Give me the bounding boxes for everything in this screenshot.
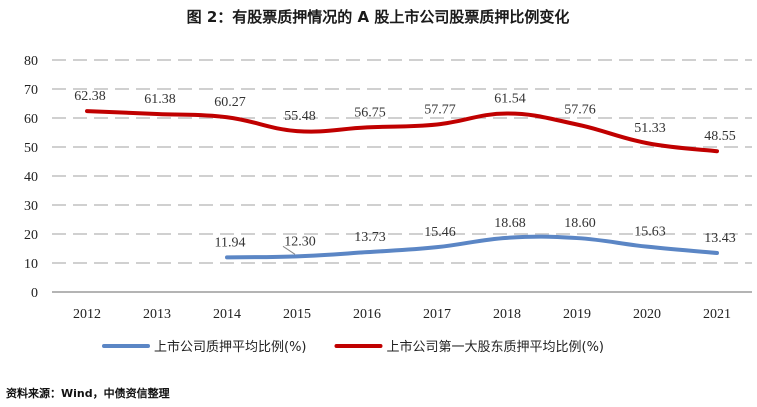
legend: 上市公司质押平均比例(%) 上市公司第一大股东质押平均比例(%): [102, 339, 605, 355]
x-tick-label: 2016: [353, 307, 381, 322]
data-label: 56.75: [354, 105, 386, 120]
legend-item-1: 上市公司质押平均比例(%): [102, 339, 307, 355]
data-label: 57.76: [564, 102, 596, 117]
data-label: 51.33: [634, 121, 666, 136]
data-labels: 11.94 12.30 13.73 15.46 18.68 18.60 15.63 13.43…: [74, 89, 736, 255]
gridlines: [52, 59, 752, 264]
y-tick-label: 80: [24, 54, 38, 69]
y-tick-label: 50: [24, 141, 38, 156]
y-tick-label: 30: [24, 199, 38, 214]
y-tick-label: 60: [24, 112, 38, 127]
data-label: 15.46: [424, 225, 456, 240]
series-line-2: [85, 109, 719, 154]
data-label: 11.94: [215, 235, 246, 250]
chart-title: 图 2：有股票质押情况的 A 股上市公司股票质押比例变化: [187, 8, 570, 26]
data-label: 18.68: [494, 216, 526, 231]
data-label: 55.48: [284, 109, 316, 124]
data-label: 61.54: [494, 92, 526, 107]
x-tick-label: 2019: [563, 307, 591, 322]
x-tick-label: 2020: [633, 307, 661, 322]
legend-item-2: 上市公司第一大股东质押平均比例(%): [334, 339, 605, 355]
source-note: 资料来源：Wind，中债资信整理: [6, 386, 170, 400]
legend-label: 上市公司第一大股东质押平均比例(%): [387, 339, 605, 355]
data-label: 18.60: [564, 216, 596, 231]
data-label: 62.38: [74, 89, 106, 104]
y-tick-label: 10: [24, 257, 38, 272]
y-tick-label: 40: [24, 170, 38, 185]
x-tick-label: 2018: [493, 307, 521, 322]
y-axis-ticks: 0 10 20 30 40 50 60 70 80: [24, 54, 38, 301]
y-tick-label: 70: [24, 83, 38, 98]
x-tick-label: 2017: [423, 307, 451, 322]
data-label: 13.43: [704, 231, 736, 246]
data-label: 61.38: [144, 92, 176, 107]
leader-line: [282, 245, 296, 255]
data-label: 57.77: [424, 102, 456, 117]
x-tick-label: 2021: [703, 307, 731, 322]
data-label: 15.63: [634, 225, 666, 240]
x-axis-ticks: 2012 2013 2014 2015 2016 2017 2018 2019 2020 2021: [73, 307, 731, 322]
y-tick-label: 0: [31, 286, 38, 301]
x-tick-label: 2015: [283, 307, 311, 322]
data-label: 60.27: [214, 95, 246, 110]
x-tick-label: 2012: [73, 307, 101, 322]
legend-label: 上市公司质押平均比例(%): [154, 339, 307, 355]
data-label: 13.73: [354, 230, 386, 245]
series-lines: [85, 109, 719, 260]
y-tick-label: 20: [24, 228, 38, 243]
data-label: 12.30: [284, 234, 316, 249]
x-tick-label: 2013: [143, 307, 171, 322]
data-label: 48.55: [704, 129, 736, 144]
x-tick-label: 2014: [213, 307, 241, 322]
series-line-1: [225, 234, 719, 260]
